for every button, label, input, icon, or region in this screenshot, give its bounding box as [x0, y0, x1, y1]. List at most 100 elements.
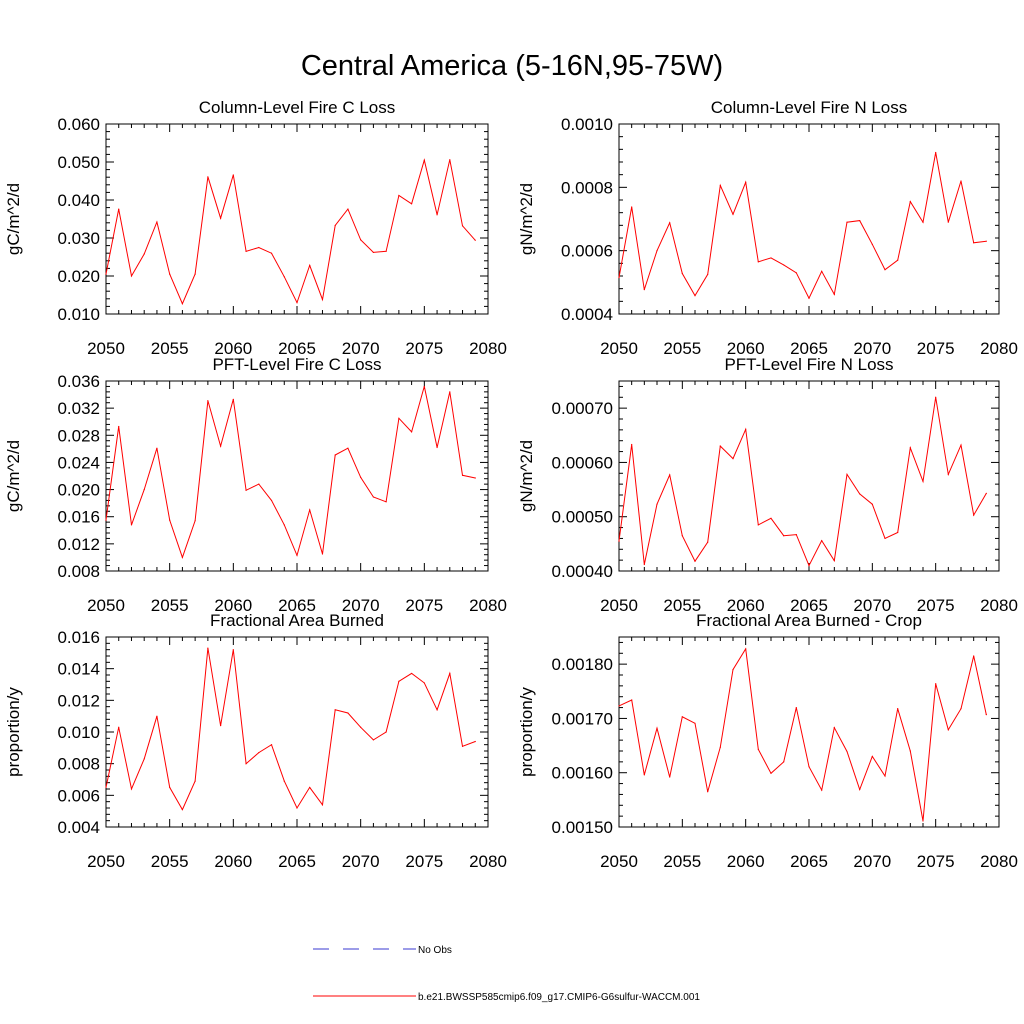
data-point [169, 519, 171, 521]
data-point [859, 219, 861, 222]
data-point [884, 269, 886, 271]
data-point [846, 473, 848, 475]
x-tick-label: 2075 [405, 852, 443, 871]
data-point [334, 224, 336, 227]
x-tick-label: 2065 [278, 852, 316, 871]
panel-title: Column-Level Fire C Loss [199, 98, 396, 117]
x-tick-label: 2050 [87, 596, 125, 615]
x-tick-label: 2055 [663, 852, 701, 871]
data-point [118, 208, 120, 210]
data-point [207, 647, 209, 649]
y-tick-label: 0.012 [57, 691, 100, 710]
data-point [973, 242, 975, 244]
data-point [398, 417, 400, 419]
data-point [321, 553, 324, 555]
data-point [757, 261, 759, 263]
data-point [795, 534, 797, 536]
data-point [795, 706, 797, 709]
data-point [105, 273, 107, 275]
data-point [449, 672, 451, 675]
data-point [884, 775, 886, 777]
x-tick-label: 2055 [151, 852, 189, 871]
series-line [618, 152, 987, 300]
data-point [643, 289, 645, 291]
y-axis-label: proportion/y [4, 687, 23, 777]
data-point [833, 727, 835, 729]
data-point [181, 556, 183, 559]
data-point [245, 250, 247, 252]
x-tick-label: 2065 [278, 339, 316, 358]
data-point [681, 535, 683, 537]
series-line [105, 158, 476, 305]
y-tick-label: 0.00160 [552, 764, 613, 783]
data-point [985, 714, 987, 716]
data-point [474, 477, 476, 479]
y-tick-label: 0.016 [57, 508, 100, 527]
data-point [436, 214, 438, 216]
x-tick-label: 2050 [87, 852, 125, 871]
x-tick-label: 2060 [727, 852, 765, 871]
data-point [770, 517, 772, 519]
panel-title: PFT-Level Fire C Loss [212, 355, 381, 374]
data-point [681, 272, 683, 275]
data-point [669, 474, 671, 476]
data-point [270, 744, 273, 746]
data-point [631, 206, 633, 208]
data-point [334, 709, 336, 711]
data-point [985, 492, 987, 494]
data-point [833, 560, 835, 562]
plot-frame [105, 380, 489, 572]
panel-title: Fractional Area Burned - Crop [696, 611, 922, 630]
data-point [385, 501, 387, 503]
data-point [783, 761, 785, 763]
data-point [423, 385, 425, 388]
series-line [618, 647, 987, 822]
data-point [897, 531, 899, 534]
x-tick-label: 2080 [469, 852, 507, 871]
data-point [143, 253, 145, 255]
data-point [143, 758, 145, 760]
data-point [321, 298, 324, 301]
data-point [105, 786, 107, 789]
data-point [372, 496, 374, 498]
data-point [656, 250, 658, 252]
data-point [270, 252, 273, 254]
data-point [808, 564, 810, 567]
data-point [707, 541, 709, 543]
plot-frame [105, 123, 489, 315]
y-tick-label: 0.0008 [561, 178, 613, 197]
x-tick-label: 2060 [214, 852, 252, 871]
legend: No Obs b.e21.BWSSP585cmip6.f09_g17.CMIP6… [313, 945, 700, 1003]
data-point [821, 270, 823, 272]
data-point [220, 445, 222, 447]
data-point [130, 275, 133, 277]
x-tick-label: 2080 [469, 596, 507, 615]
data-point [309, 264, 311, 266]
plot-frame [618, 380, 1000, 572]
y-tick-label: 0.028 [57, 426, 100, 445]
y-tick-label: 0.006 [57, 786, 100, 805]
panel-1: 2050 2055 2060 2065 2070 2075 2080 0.010 0.020 0.… [4, 98, 507, 358]
panel-5: 2050 2055 2060 2065 2070 2075 2080 0.004 0.006 0.… [4, 611, 507, 871]
data-point [372, 739, 374, 741]
data-point [960, 444, 962, 446]
data-point [118, 726, 120, 728]
data-point [643, 563, 645, 566]
data-point [385, 250, 387, 252]
x-tick-label: 2065 [790, 596, 828, 615]
series-line [618, 397, 987, 567]
data-point [631, 443, 633, 446]
data-point [846, 750, 848, 753]
data-point [871, 755, 873, 758]
x-tick-label: 2050 [600, 339, 638, 358]
data-point [770, 772, 772, 774]
data-point [732, 213, 734, 215]
data-point [808, 297, 810, 299]
data-point [194, 520, 196, 522]
y-tick-label: 0.020 [57, 267, 100, 286]
y-tick-label: 0.0006 [561, 242, 613, 261]
data-point [846, 221, 848, 223]
x-tick-label: 2065 [790, 852, 828, 871]
data-point [707, 791, 709, 793]
data-point [770, 257, 772, 259]
